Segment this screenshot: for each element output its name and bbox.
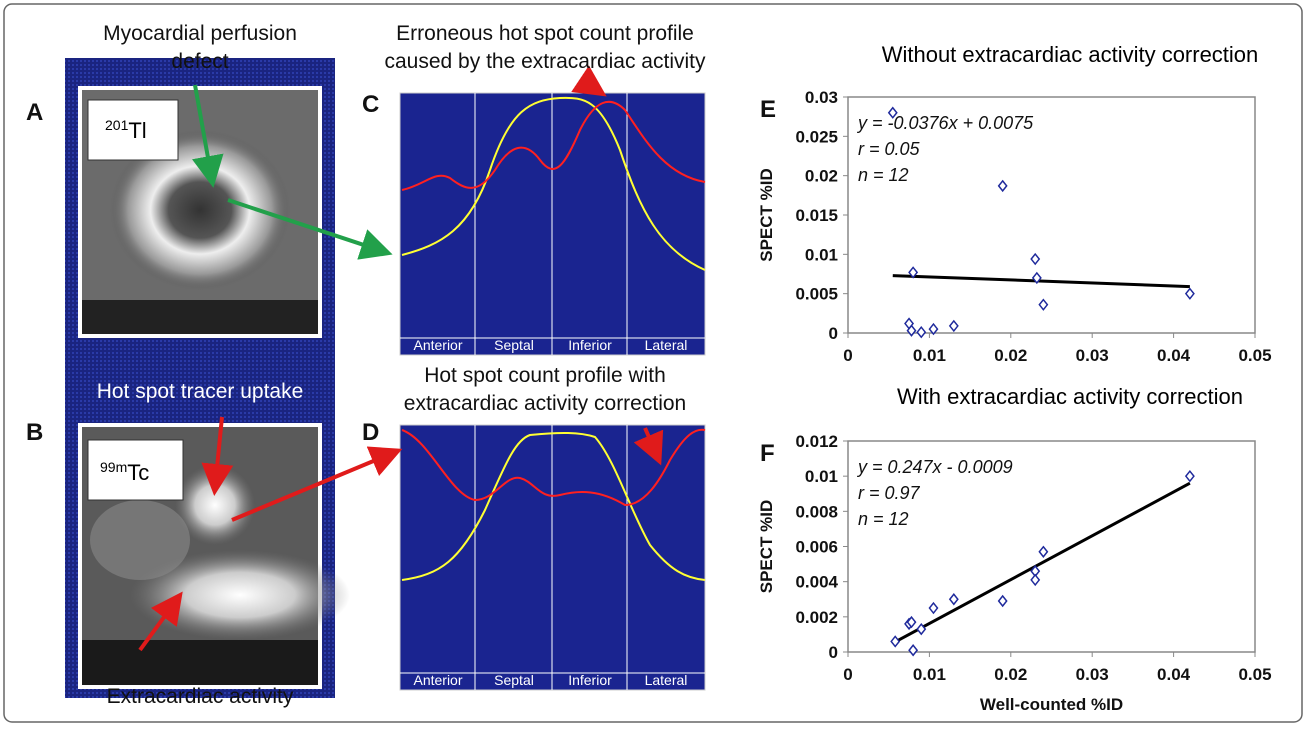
point [916, 326, 927, 339]
y-axis-label: SPECT %ID [757, 500, 776, 594]
point [928, 322, 939, 336]
panel-letter: B [26, 419, 43, 446]
x-tick-label: 0.01 [913, 665, 946, 684]
point [916, 622, 927, 636]
panel-letter: F [760, 440, 775, 467]
isotope-sup: 201 [105, 117, 129, 133]
y-tick-label: 0.01 [805, 245, 838, 264]
annotation: caused by the extracardiac activity [385, 50, 706, 73]
y-tick-label: 0.02 [805, 167, 838, 186]
profile-axis-label: Lateral [645, 337, 688, 353]
equation: r = 0.97 [858, 483, 921, 503]
point [997, 594, 1008, 608]
panel-letter: D [362, 419, 379, 446]
x-tick-label: 0.04 [1157, 665, 1191, 684]
point [1030, 252, 1041, 266]
panel-letter: C [362, 91, 379, 118]
point [948, 593, 959, 606]
point [908, 644, 919, 657]
x-tick-label: 0.03 [1076, 665, 1109, 684]
profile-axis-label: Septal [494, 672, 534, 688]
annotation: Myocardial perfusion [103, 22, 297, 45]
x-tick-label: 0 [843, 665, 852, 684]
x-tick-label: 0.04 [1157, 346, 1191, 365]
point [1031, 271, 1042, 285]
profile-axis-label: Anterior [413, 337, 462, 353]
annotation: extracardiac activity correction [404, 392, 686, 415]
x-tick-label: 0.03 [1076, 346, 1109, 365]
y-tick-label: 0 [829, 643, 838, 662]
y-tick-label: 0.025 [795, 127, 838, 146]
profile-axis-label: Lateral [645, 672, 688, 688]
annotation: Hot spot tracer uptake [97, 380, 304, 403]
isotope-label: 201Tl [105, 117, 147, 143]
profile-d [399, 424, 706, 691]
annotation: Extracardiac activity [107, 685, 294, 708]
x-tick-label: 0.05 [1238, 346, 1271, 365]
y-tick-label: 0.005 [795, 285, 838, 304]
equation: y = -0.0376x + 0.0075 [856, 113, 1034, 133]
isotope-label: 99mTc [100, 459, 149, 485]
x-tick-label: 0 [843, 346, 852, 365]
equation: r = 0.05 [858, 139, 921, 159]
annotation: Erroneous hot spot count profile [396, 22, 694, 45]
point [1030, 573, 1041, 587]
y-tick-label: 0 [829, 324, 838, 343]
point [1184, 287, 1195, 300]
point [906, 615, 917, 629]
trendline [892, 481, 1191, 645]
y-tick-label: 0.015 [795, 206, 838, 225]
trendline [892, 274, 1190, 289]
y-tick-label: 0.004 [795, 573, 838, 592]
equation: n = 12 [858, 509, 909, 529]
point [890, 635, 901, 648]
panel-letter: E [760, 96, 776, 123]
isotope-symbol: Tl [128, 118, 146, 143]
profile-axis-label: Inferior [568, 337, 612, 353]
x-tick-label: 0.01 [913, 346, 946, 365]
image-a [78, 86, 322, 338]
equation: n = 12 [858, 165, 909, 185]
point [997, 179, 1008, 193]
profile-axis-label: Inferior [568, 672, 612, 688]
annotation: Hot spot count profile with [424, 364, 666, 387]
point [906, 324, 917, 337]
chart-title: Without extracardiac activity correction [882, 42, 1259, 67]
point [1184, 469, 1195, 483]
isotope-symbol: Tc [127, 460, 149, 485]
point [928, 601, 939, 615]
x-axis-label: Well-counted %ID [980, 695, 1123, 714]
profile-axis-label: Anterior [413, 672, 462, 688]
isotope-sup: 99m [100, 459, 127, 475]
x-tick-label: 0.02 [994, 665, 1027, 684]
profile-c [399, 92, 706, 356]
y-tick-label: 0.01 [805, 467, 838, 486]
y-tick-label: 0.002 [795, 608, 838, 627]
y-axis-label: SPECT %ID [757, 168, 776, 262]
profile-axis-label: Septal [494, 337, 534, 353]
chart-title: With extracardiac activity correction [897, 384, 1243, 409]
y-tick-label: 0.03 [805, 88, 838, 107]
point [948, 319, 959, 333]
y-tick-label: 0.006 [795, 538, 838, 557]
panel-letter: A [26, 99, 43, 126]
y-tick-label: 0.008 [795, 502, 838, 521]
point [887, 106, 898, 119]
point [1038, 545, 1049, 558]
annotation: defect [171, 50, 228, 73]
x-tick-label: 0.02 [994, 346, 1027, 365]
point [1038, 298, 1049, 311]
x-tick-label: 0.05 [1238, 665, 1271, 684]
y-tick-label: 0.012 [795, 432, 838, 451]
point [908, 266, 919, 279]
equation: y = 0.247x - 0.0009 [856, 457, 1013, 477]
image-b [78, 423, 350, 689]
arrows [138, 65, 664, 652]
